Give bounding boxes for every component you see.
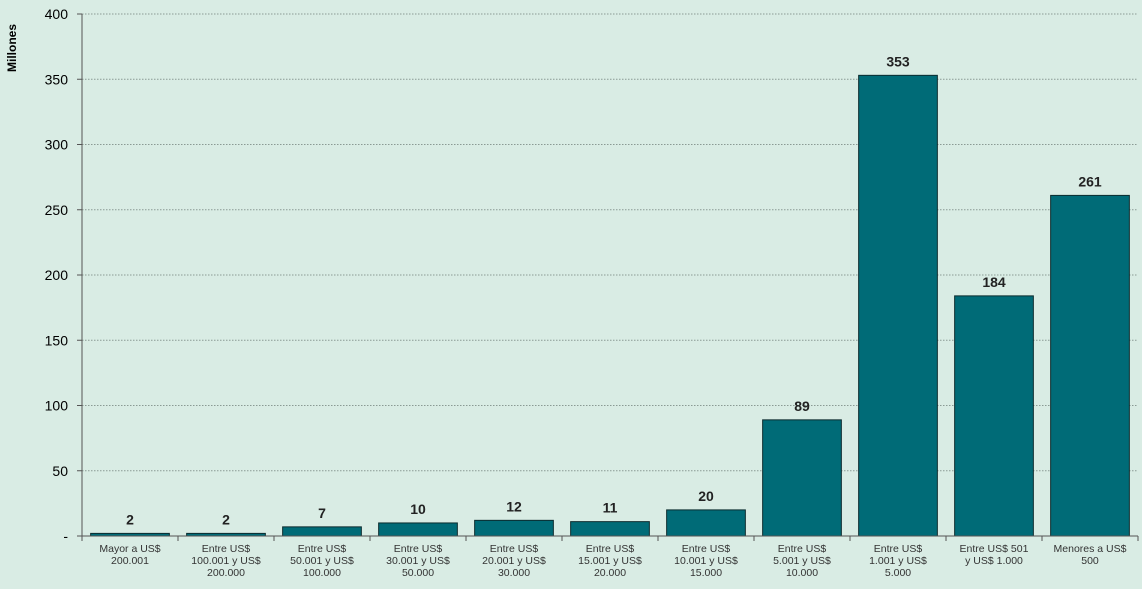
- bar: [571, 522, 650, 536]
- bar: [955, 296, 1034, 536]
- x-axis-ticks: Mayor a US$ 200.001 Entre US$ 100.001 y US$…: [82, 536, 1138, 579]
- y-axis-ticks: - 50 100 150 200 250 300 350 400: [45, 6, 82, 544]
- data-label: 20: [698, 488, 714, 504]
- data-label: 2: [126, 511, 134, 527]
- bar: [667, 510, 746, 536]
- bar: [379, 523, 458, 536]
- y-tick-label: 200: [45, 267, 69, 283]
- x-tick-label: Entre US$ 501 y US$ 1.000: [960, 543, 1029, 567]
- x-tick-label: Entre US$ 50.001 y US$ 100.000: [290, 543, 354, 579]
- y-tick-label: 400: [45, 6, 69, 22]
- x-tick-label: Mayor a US$ 200.001: [99, 543, 160, 567]
- x-tick-label: Menores a US$ 500: [1054, 543, 1127, 567]
- x-tick-label: Entre US$ 5.001 y US$ 10.000: [773, 543, 831, 579]
- y-axis-label: Millones: [5, 24, 19, 72]
- data-label: 11: [603, 500, 618, 516]
- y-tick-label: 300: [45, 137, 69, 153]
- x-tick-label: Entre US$ 1.001 y US$ 5.000: [869, 543, 927, 579]
- y-tick-label: -: [63, 528, 68, 544]
- data-label: 10: [410, 501, 426, 517]
- bar: [763, 420, 842, 536]
- bar: [475, 520, 554, 536]
- bar: [859, 75, 938, 536]
- data-label: 184: [982, 274, 1006, 290]
- y-tick-label: 100: [45, 398, 69, 414]
- y-tick-label: 150: [45, 332, 69, 348]
- x-tick-label: Entre US$ 20.001 y US$ 30.000: [482, 543, 546, 579]
- x-tick-label: Entre US$ 100.001 y US$ 200.000: [191, 543, 261, 579]
- data-label: 12: [506, 498, 522, 514]
- data-label: 261: [1078, 173, 1102, 189]
- y-tick-label: 350: [45, 71, 69, 87]
- x-tick-label: Entre US$ 15.001 y US$ 20.000: [578, 543, 642, 579]
- data-label: 353: [886, 53, 910, 69]
- data-label: 2: [222, 511, 230, 527]
- y-tick-label: 250: [45, 202, 69, 218]
- bar: [1051, 195, 1130, 536]
- bar: [283, 527, 362, 536]
- data-label: 7: [318, 505, 326, 521]
- x-tick-label: Entre US$ 10.001 y US$ 15.000: [674, 543, 738, 579]
- data-label: 89: [794, 398, 810, 414]
- y-tick-label: 50: [52, 463, 68, 479]
- x-tick-label: Entre US$ 30.001 y US$ 50.000: [386, 543, 450, 579]
